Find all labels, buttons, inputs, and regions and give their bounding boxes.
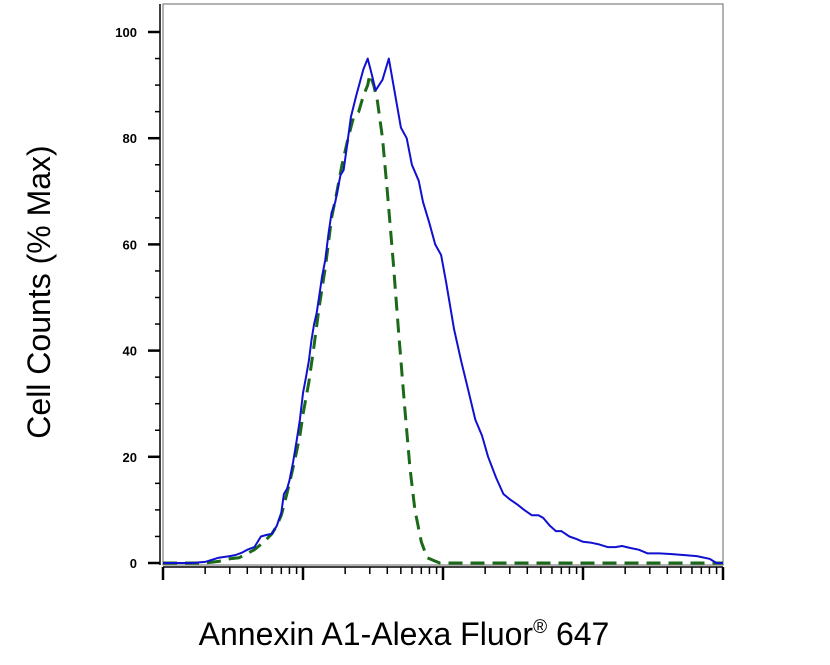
sample-histogram-line <box>163 57 723 564</box>
plot-frame <box>162 3 724 566</box>
y-axis: 0 20 40 60 80 100 <box>115 4 161 571</box>
series-layer <box>163 57 723 565</box>
control-histogram-line <box>163 73 723 565</box>
y-tick-label: 100 <box>115 25 137 40</box>
x-axis-title: Annexin A1-Alexa Fluor® 647 <box>199 616 610 652</box>
y-tick-label: 80 <box>123 131 137 146</box>
y-tick-label: 40 <box>123 344 137 359</box>
y-axis-title: Cell Counts (% Max) <box>21 145 57 438</box>
y-tick-label: 60 <box>123 237 137 252</box>
y-tick-label: 0 <box>130 556 137 571</box>
x-axis-title-suffix: 647 <box>547 616 609 652</box>
x-axis-title-text: Annexin A1-Alexa Fluor <box>199 616 534 652</box>
y-tick-label: 20 <box>123 450 137 465</box>
registered-mark: ® <box>533 617 547 638</box>
x-axis <box>161 566 725 580</box>
